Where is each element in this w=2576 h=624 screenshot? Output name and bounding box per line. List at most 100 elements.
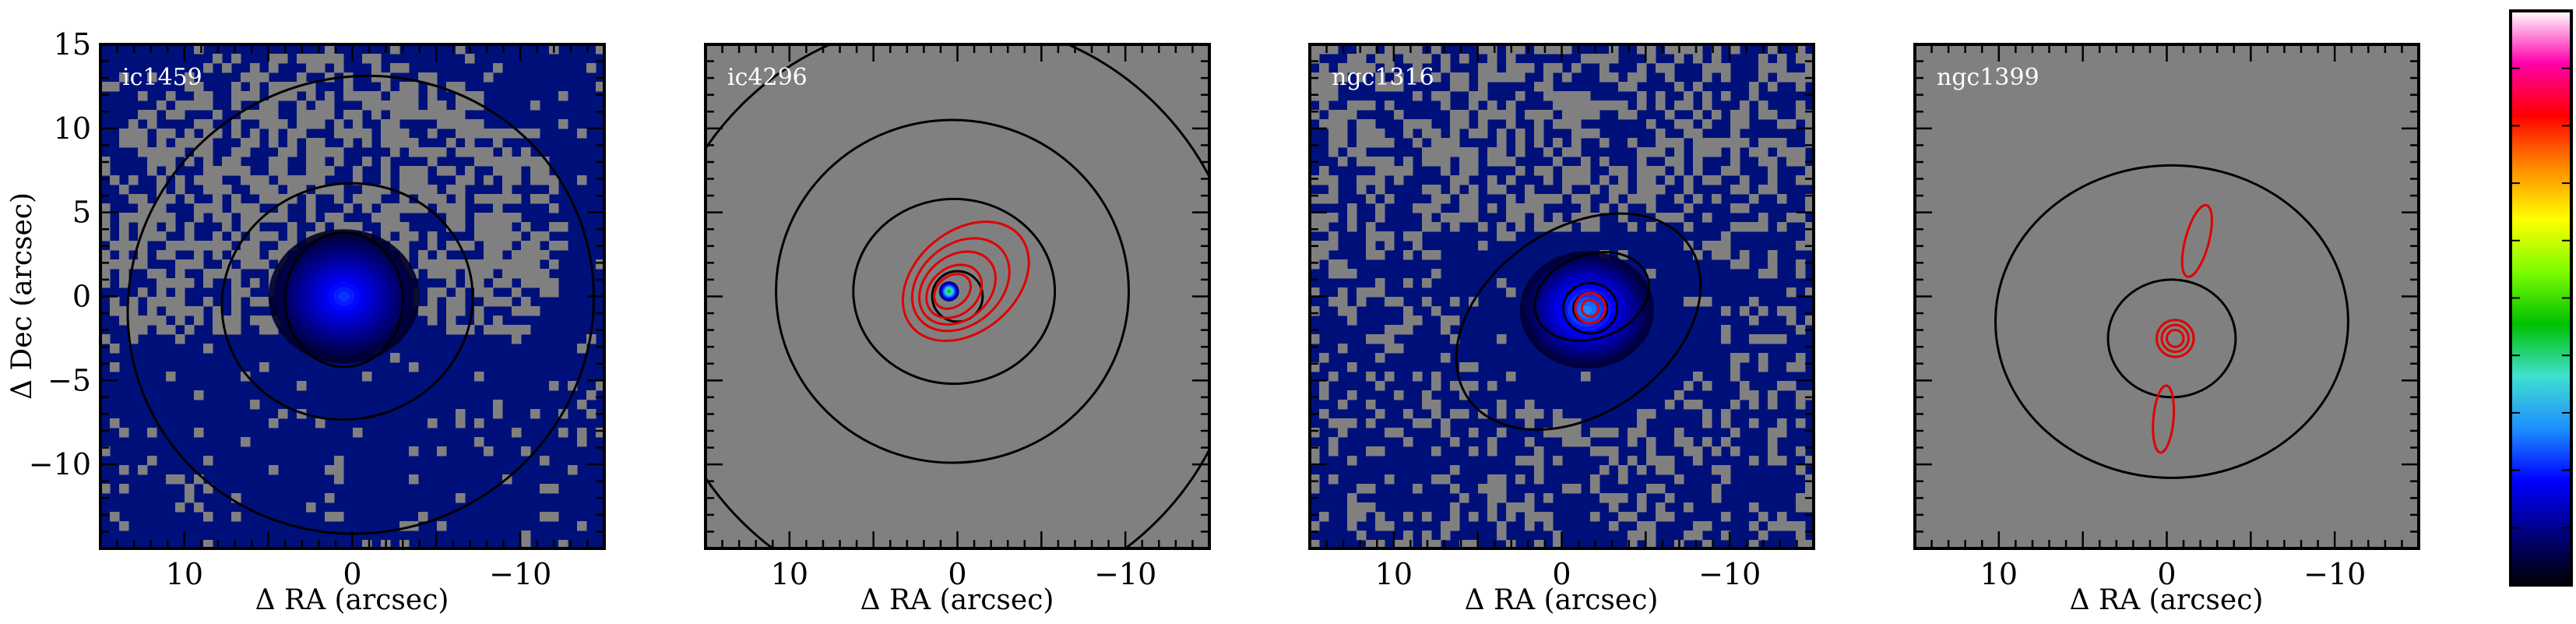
- masked-pixel: [1768, 138, 1778, 148]
- masked-pixel: [1786, 316, 1797, 326]
- masked-pixel: [1758, 54, 1768, 64]
- masked-pixel: [1375, 540, 1385, 548]
- masked-pixel: [259, 316, 269, 326]
- masked-pixel: [1805, 484, 1814, 494]
- masked-pixel: [287, 222, 297, 232]
- masked-pixel: [1674, 147, 1684, 157]
- masked-pixel: [596, 428, 604, 438]
- masked-pixel: [456, 185, 466, 195]
- masked-pixel: [1394, 175, 1404, 185]
- masked-pixel: [175, 297, 185, 307]
- masked-pixel: [325, 213, 335, 223]
- masked-pixel: [1375, 409, 1385, 419]
- masked-pixel: [1338, 287, 1348, 298]
- masked-pixel: [1646, 147, 1656, 157]
- image-layer: [100, 44, 604, 548]
- masked-pixel: [315, 119, 326, 129]
- masked-pixel: [1459, 110, 1469, 120]
- masked-pixel: [1684, 381, 1694, 391]
- masked-pixel: [325, 91, 335, 101]
- masked-pixel: [1506, 100, 1516, 111]
- masked-pixel: [1796, 157, 1806, 167]
- masked-pixel: [1702, 138, 1712, 148]
- masked-pixel: [1730, 166, 1740, 176]
- plot-area: 10 0 −10: [1913, 43, 2420, 591]
- masked-pixel: [1646, 446, 1656, 457]
- masked-pixel: [194, 119, 204, 129]
- masked-pixel: [1497, 334, 1507, 344]
- masked-pixel: [512, 306, 522, 316]
- masked-pixel: [1366, 250, 1376, 260]
- masked-pixel: [1656, 138, 1666, 148]
- masked-pixel: [502, 269, 512, 279]
- masked-pixel: [1338, 110, 1348, 120]
- masked-pixel: [1721, 63, 1731, 73]
- masked-pixel: [1646, 194, 1656, 204]
- masked-pixel: [241, 166, 251, 176]
- masked-pixel: [175, 138, 185, 148]
- masked-pixel: [1328, 44, 1339, 55]
- masked-pixel: [1730, 372, 1740, 382]
- masked-pixel: [100, 334, 111, 344]
- masked-pixel: [1497, 138, 1507, 148]
- masked-pixel: [1431, 203, 1441, 213]
- masked-pixel: [157, 129, 167, 139]
- masked-pixel: [1469, 129, 1479, 139]
- masked-pixel: [1786, 306, 1797, 316]
- masked-pixel: [549, 241, 559, 251]
- masked-pixel: [1805, 63, 1814, 73]
- masked-pixel: [1553, 194, 1563, 204]
- masked-pixel: [381, 157, 391, 167]
- masked-pixel: [1712, 138, 1722, 148]
- masked-pixel: [381, 119, 391, 129]
- masked-pixel: [269, 100, 279, 111]
- masked-pixel: [1431, 400, 1441, 410]
- masked-pixel: [1366, 63, 1376, 73]
- masked-pixel: [474, 91, 484, 101]
- masked-pixel: [1487, 147, 1497, 157]
- masked-pixel: [1310, 44, 1320, 55]
- masked-pixel: [1758, 100, 1768, 111]
- masked-pixel: [1543, 72, 1554, 83]
- masked-pixel: [138, 194, 148, 204]
- masked-pixel: [1478, 241, 1488, 251]
- masked-pixel: [1599, 138, 1610, 148]
- masked-pixel: [428, 185, 438, 195]
- masked-pixel: [1581, 175, 1591, 185]
- masked-pixel: [1497, 157, 1507, 167]
- masked-pixel: [1796, 400, 1806, 410]
- masked-pixel: [203, 63, 213, 73]
- masked-pixel: [1646, 222, 1656, 232]
- masked-pixel: [1777, 222, 1787, 232]
- masked-pixel: [521, 250, 531, 260]
- masked-pixel: [437, 250, 447, 260]
- masked-pixel: [213, 166, 223, 176]
- masked-pixel: [428, 306, 438, 316]
- masked-pixel: [1497, 474, 1507, 485]
- x-tick-label: 10: [771, 557, 808, 591]
- masked-pixel: [1553, 157, 1563, 167]
- masked-pixel: [1450, 409, 1460, 419]
- masked-pixel: [1628, 194, 1638, 204]
- masked-pixel: [250, 241, 260, 251]
- masked-pixel: [128, 138, 139, 148]
- masked-pixel: [1394, 297, 1404, 307]
- masked-pixel: [1366, 502, 1376, 513]
- masked-pixel: [119, 465, 129, 475]
- masked-pixel: [437, 521, 447, 531]
- masked-pixel: [1796, 147, 1806, 157]
- red-contour: [1574, 291, 1607, 325]
- masked-pixel: [1431, 409, 1441, 419]
- masked-pixel: [1431, 269, 1441, 279]
- masked-pixel: [1347, 213, 1357, 223]
- masked-pixel: [203, 147, 213, 157]
- masked-pixel: [1702, 72, 1712, 83]
- masked-pixel: [231, 203, 241, 213]
- masked-pixel: [1487, 63, 1497, 73]
- masked-pixel: [315, 222, 326, 232]
- masked-pixel: [428, 316, 438, 326]
- masked-pixel: [100, 231, 111, 241]
- masked-pixel: [399, 100, 410, 111]
- masked-pixel: [1310, 446, 1320, 457]
- black-contour: [283, 231, 404, 368]
